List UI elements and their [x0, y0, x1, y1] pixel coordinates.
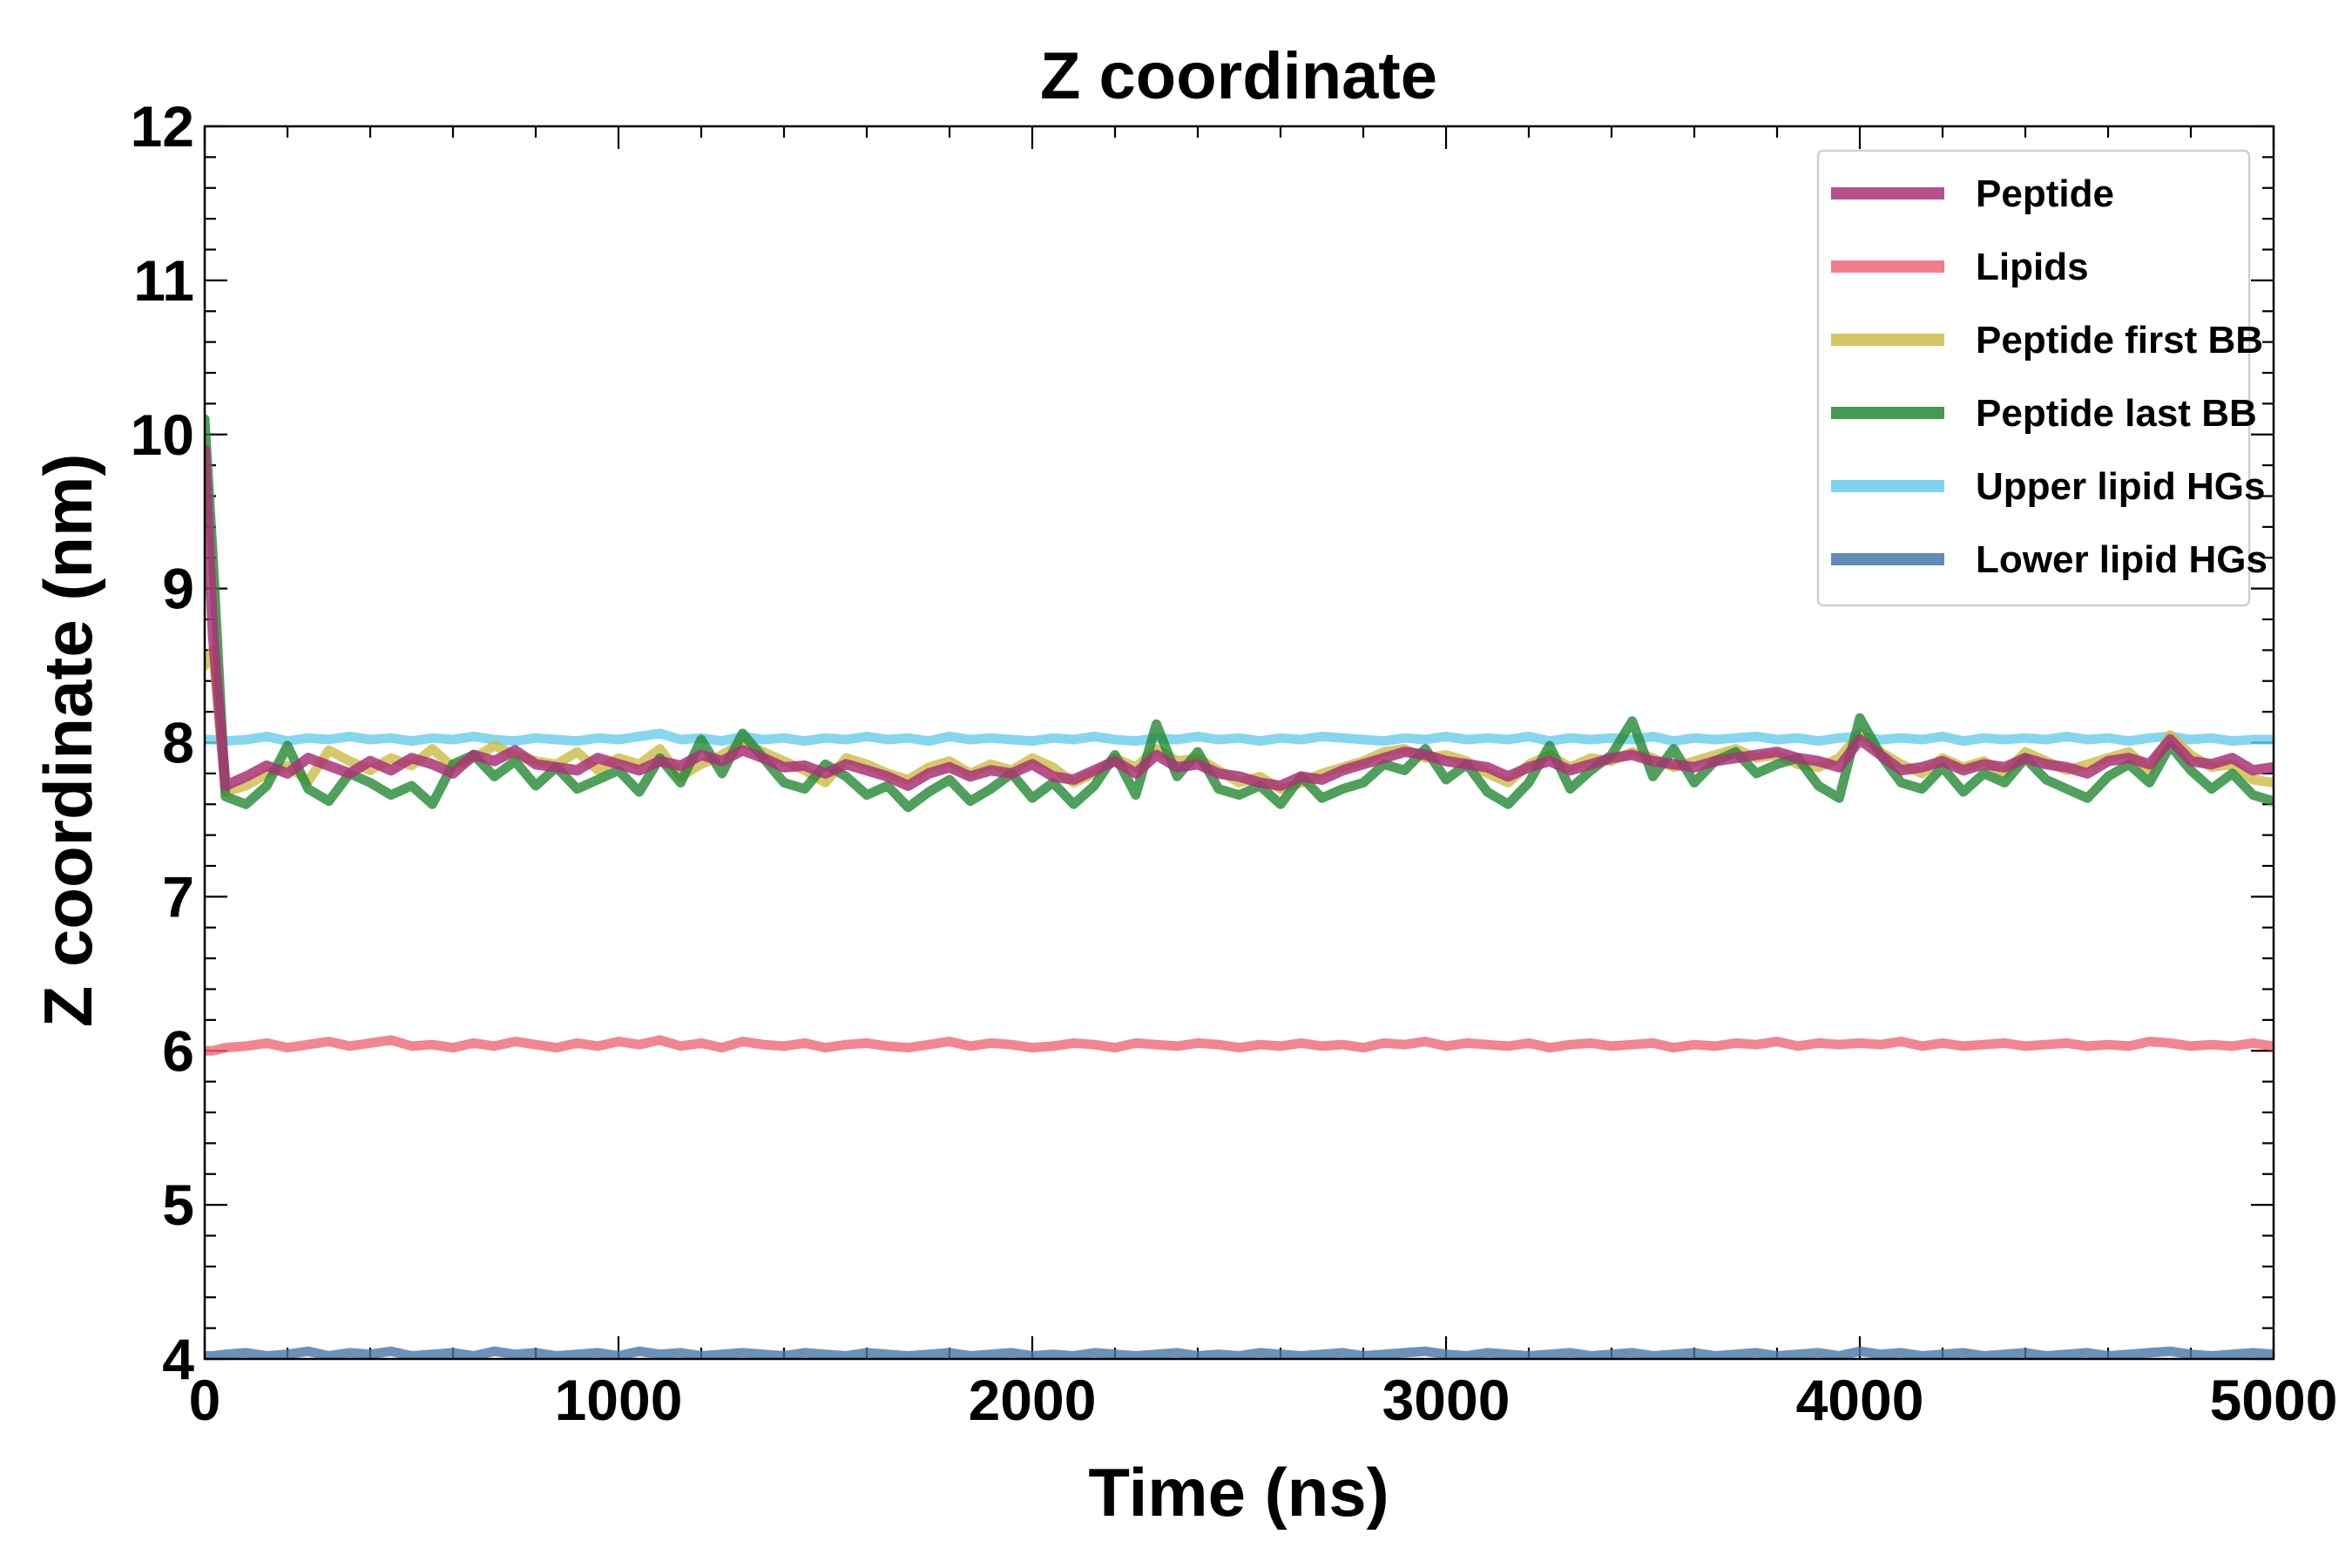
- series-line-lipids: [205, 1035, 2274, 1056]
- y-tick-label: 11: [133, 248, 194, 313]
- x-tick-label: 5000: [2210, 1368, 2338, 1432]
- legend-label: Lower lipid HGs: [1976, 538, 2268, 581]
- y-tick-label: 10: [131, 402, 194, 467]
- x-tick-label: 0: [189, 1368, 221, 1432]
- legend: Peptide Lipids Peptide first BB Peptide las…: [1816, 149, 2268, 607]
- y-tick-label: 9: [162, 557, 194, 621]
- legend-label: Upper lipid HGs: [1976, 465, 2265, 508]
- tick-labels: 0 1000 2000 3000 4000 5000 4 5 6 7 8 9 10 11 12: [131, 94, 2338, 1432]
- legend-box: [1816, 149, 2251, 607]
- legend-label: Peptide first BB: [1976, 319, 2263, 362]
- plot-frame: [203, 125, 2275, 1361]
- y-tick-label: 12: [131, 94, 194, 159]
- y-tick-label: 4: [162, 1327, 194, 1391]
- y-axis-label: Z coordinate (nm): [30, 454, 106, 1028]
- y-tick-label: 8: [162, 711, 194, 775]
- y-tick-label: 6: [162, 1018, 194, 1083]
- legend-label: Lipids: [1976, 246, 2089, 288]
- y-tick-label: 5: [162, 1173, 194, 1237]
- x-tick-label: 1000: [555, 1368, 683, 1432]
- plot-series: [205, 414, 2274, 1359]
- chart-title: Z coordinate: [1040, 39, 1437, 113]
- x-tick-label: 4000: [1796, 1368, 1924, 1432]
- x-axis-label: Time (ns): [1088, 1454, 1389, 1531]
- series-line-lower-lipid-hgs: [205, 1346, 2274, 1359]
- x-tick-label: 2000: [969, 1368, 1097, 1432]
- y-tick-label: 7: [162, 864, 194, 929]
- series-line-peptide-last-bb: [205, 414, 2274, 813]
- legend-label: Peptide last BB: [1976, 392, 2257, 435]
- legend-label: Peptide: [1976, 172, 2114, 215]
- x-tick-label: 3000: [1382, 1368, 1511, 1432]
- series-line-peptide: [205, 444, 2274, 791]
- series-line-upper-lipid-hgs: [205, 728, 2274, 747]
